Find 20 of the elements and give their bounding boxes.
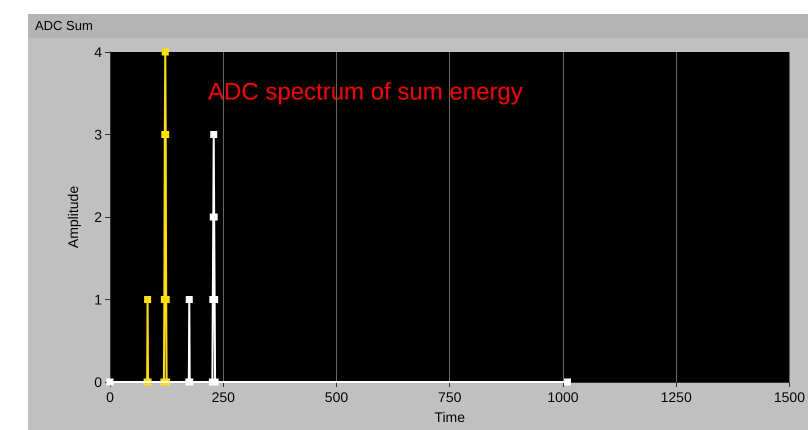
y-tick-label: 1	[94, 292, 102, 308]
y-tick-label: 4	[94, 44, 102, 60]
y-tick-label: 2	[94, 209, 102, 225]
point	[144, 296, 152, 303]
chart-title: ADC Sum	[28, 14, 808, 38]
x-tick-label: 750	[438, 389, 462, 405]
y-tick-label: 0	[94, 374, 102, 390]
x-tick-label: 0	[106, 389, 114, 405]
x-tick-label: 1500	[774, 389, 806, 405]
x-tick-label: 500	[324, 389, 348, 405]
y-axis-title: Amplitude	[65, 186, 81, 248]
y-tick-label: 3	[94, 126, 102, 142]
x-tick-label: 1250	[660, 389, 692, 405]
point	[186, 296, 193, 303]
annotation: ADC spectrum of sum energy	[208, 78, 523, 106]
point	[162, 48, 169, 56]
x-tick-label: 250	[212, 389, 236, 405]
point	[210, 131, 218, 138]
x-tick-label: 1000	[547, 389, 579, 405]
x-axis-title: Time	[434, 409, 466, 425]
